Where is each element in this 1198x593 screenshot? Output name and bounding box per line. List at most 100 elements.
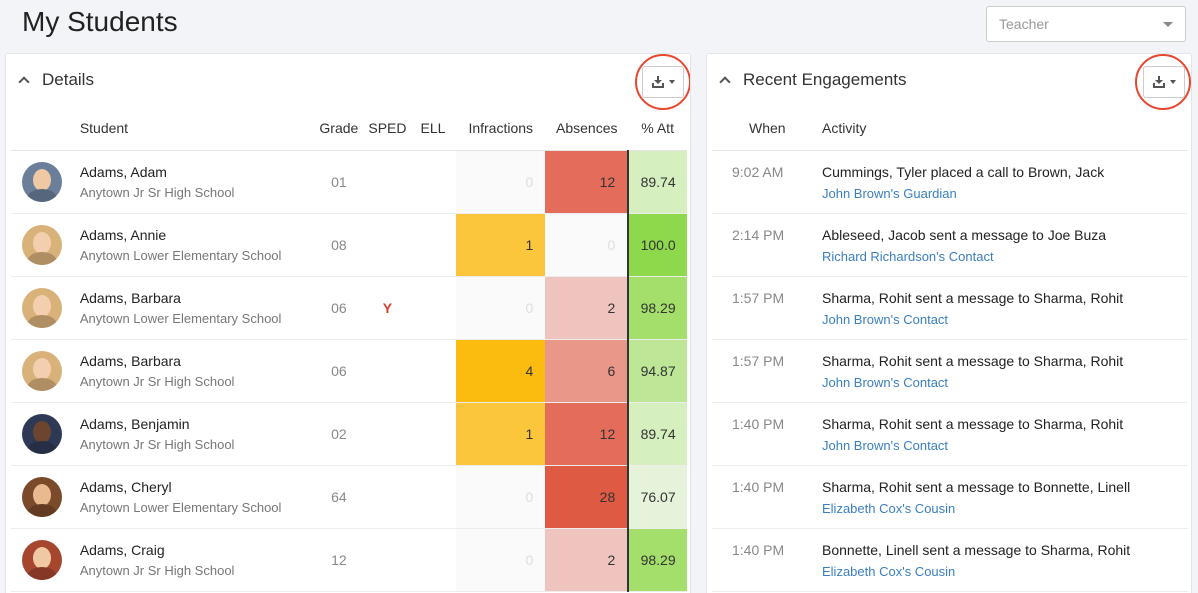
avatar-body	[27, 377, 57, 391]
download-icon	[651, 76, 664, 88]
avatar-cell	[11, 150, 80, 214]
engagement-row[interactable]: 1:57 PM Sharma, Rohit sent a message to S…	[712, 339, 1188, 403]
engagement-row[interactable]: 1:40 PM Sharma, Rohit sent a message to S…	[712, 402, 1188, 466]
engagement-contact-link[interactable]: John Brown's Contact	[822, 374, 949, 390]
avatar-body	[27, 314, 57, 328]
grade-cell: 01	[312, 150, 366, 214]
avatar-face	[33, 294, 51, 317]
infractions-cell: 0	[456, 528, 546, 592]
engagements-table-header: When Activity	[712, 106, 1188, 151]
engagement-contact-link[interactable]: John Brown's Guardian	[822, 185, 957, 201]
engagement-contact-link[interactable]: Richard Richardson's Contact	[822, 248, 994, 264]
teacher-select[interactable]: Teacher	[986, 6, 1186, 42]
student-cell[interactable]: Adams, Annie Anytown Lower Elementary Sch…	[79, 213, 313, 277]
details-download-button[interactable]	[642, 66, 684, 98]
student-name[interactable]: Adams, Barbara	[79, 289, 181, 306]
engagement-activity-cell: Cummings, Tyler placed a call to Brown, …	[822, 150, 1188, 214]
attendance-cell: 89.74	[627, 150, 687, 214]
avatar-face	[33, 420, 51, 443]
engagement-activity: Sharma, Rohit sent a message to Sharma, …	[822, 352, 1124, 369]
ell-cell	[409, 465, 457, 529]
infractions-cell: 0	[456, 276, 546, 340]
chevron-up-icon[interactable]	[18, 76, 30, 88]
ell-cell	[409, 150, 457, 214]
student-school: Anytown Jr Sr High School	[79, 373, 235, 389]
student-row[interactable]: Adams, Annie Anytown Lower Elementary Sch…	[11, 213, 687, 277]
col-sped[interactable]: SPED	[365, 106, 410, 151]
engagement-activity-cell: Sharma, Rohit sent a message to Sharma, …	[822, 402, 1188, 466]
col-absences[interactable]: Absences	[545, 106, 629, 151]
student-row[interactable]: Adams, Adam Anytown Jr Sr High School 01 0 1…	[11, 150, 687, 214]
infractions-cell: 1	[456, 402, 546, 466]
ell-cell	[409, 213, 457, 277]
student-name[interactable]: Adams, Cheryl	[79, 478, 172, 495]
engagements-panel-header: Recent Engagements	[707, 54, 1191, 110]
engagement-row[interactable]: 1:40 PM Bonnette, Linell sent a message t…	[712, 528, 1188, 592]
student-cell[interactable]: Adams, Craig Anytown Jr Sr High School	[79, 528, 313, 592]
student-cell[interactable]: Adams, Benjamin Anytown Jr Sr High School	[79, 402, 313, 466]
student-row[interactable]: Adams, Barbara Anytown Lower Elementary S…	[11, 276, 687, 340]
sped-cell	[365, 150, 410, 214]
attendance-cell: 94.87	[627, 339, 687, 403]
chevron-up-icon[interactable]	[719, 76, 731, 88]
col-infractions[interactable]: Infractions	[456, 106, 546, 151]
ell-cell	[409, 402, 457, 466]
engagement-row[interactable]: 2:14 PM Ableseed, Jacob sent a message to…	[712, 213, 1188, 277]
engagements-download-button[interactable]	[1143, 66, 1185, 98]
avatar-body	[27, 251, 57, 265]
student-row[interactable]: Adams, Craig Anytown Jr Sr High School 12 0…	[11, 528, 687, 592]
attendance-cell: 98.29	[627, 528, 687, 592]
student-cell[interactable]: Adams, Cheryl Anytown Lower Elementary Sc…	[79, 465, 313, 529]
grade-cell: 06	[312, 339, 366, 403]
engagement-contact-link[interactable]: Elizabeth Cox's Cousin	[822, 500, 956, 516]
engagement-row[interactable]: 9:02 AM Cummings, Tyler placed a call to …	[712, 150, 1188, 214]
col-activity[interactable]: Activity	[822, 106, 1188, 151]
student-row[interactable]: Adams, Cheryl Anytown Lower Elementary Sc…	[11, 465, 687, 529]
engagement-activity-cell: Sharma, Rohit sent a message to Bonnette…	[822, 465, 1188, 529]
sped-cell	[365, 213, 410, 277]
student-row[interactable]: Adams, Benjamin Anytown Jr Sr High School…	[11, 402, 687, 466]
student-name[interactable]: Adams, Craig	[79, 541, 165, 558]
engagement-row[interactable]: 1:57 PM Sharma, Rohit sent a message to S…	[712, 276, 1188, 340]
avatar-face	[33, 546, 51, 569]
student-cell[interactable]: Adams, Barbara Anytown Lower Elementary S…	[79, 276, 313, 340]
avatar	[22, 287, 62, 328]
engagements-panel-title: Recent Engagements	[743, 70, 907, 89]
col-student[interactable]: Student	[79, 106, 313, 151]
student-school: Anytown Jr Sr High School	[79, 184, 235, 200]
sped-cell: Y	[365, 276, 410, 340]
student-name[interactable]: Adams, Barbara	[79, 352, 181, 369]
engagement-contact-link[interactable]: John Brown's Contact	[822, 437, 949, 453]
chevron-down-icon	[668, 80, 675, 84]
col-when[interactable]: When	[712, 106, 822, 151]
avatar-body	[27, 503, 57, 517]
attendance-cell: 98.29	[627, 276, 687, 340]
col-att[interactable]: % Att	[628, 106, 687, 151]
student-cell[interactable]: Adams, Adam Anytown Jr Sr High School	[79, 150, 313, 214]
avatar	[22, 413, 62, 454]
details-panel: Details Student Grade SPED ELL Infractio…	[5, 53, 691, 593]
col-grade[interactable]: Grade	[312, 106, 366, 151]
engagement-contact-link[interactable]: Elizabeth Cox's Cousin	[822, 563, 956, 579]
engagement-time: 1:57 PM	[712, 339, 822, 403]
engagement-activity: Sharma, Rohit sent a message to Sharma, …	[822, 415, 1124, 432]
absences-cell: 12	[545, 402, 629, 466]
engagement-activity: Bonnette, Linell sent a message to Sharm…	[822, 541, 1131, 558]
student-row[interactable]: Adams, Barbara Anytown Jr Sr High School 0…	[11, 339, 687, 403]
col-ell[interactable]: ELL	[409, 106, 457, 151]
student-name[interactable]: Adams, Adam	[79, 163, 167, 180]
avatar	[22, 224, 62, 265]
engagement-activity: Sharma, Rohit sent a message to Bonnette…	[822, 478, 1131, 495]
attendance-cell: 89.74	[627, 402, 687, 466]
student-school: Anytown Lower Elementary School	[79, 499, 282, 515]
student-name[interactable]: Adams, Benjamin	[79, 415, 190, 432]
engagement-contact-link[interactable]: John Brown's Contact	[822, 311, 949, 327]
avatar-cell	[11, 465, 80, 529]
students-table-header: Student Grade SPED ELL Infractions Absen…	[11, 106, 687, 151]
absences-cell: 2	[545, 276, 629, 340]
student-name[interactable]: Adams, Annie	[79, 226, 167, 243]
teacher-select-placeholder: Teacher	[999, 16, 1049, 32]
engagement-row[interactable]: 1:40 PM Sharma, Rohit sent a message to B…	[712, 465, 1188, 529]
student-cell[interactable]: Adams, Barbara Anytown Jr Sr High School	[79, 339, 313, 403]
avatar-face	[33, 231, 51, 254]
